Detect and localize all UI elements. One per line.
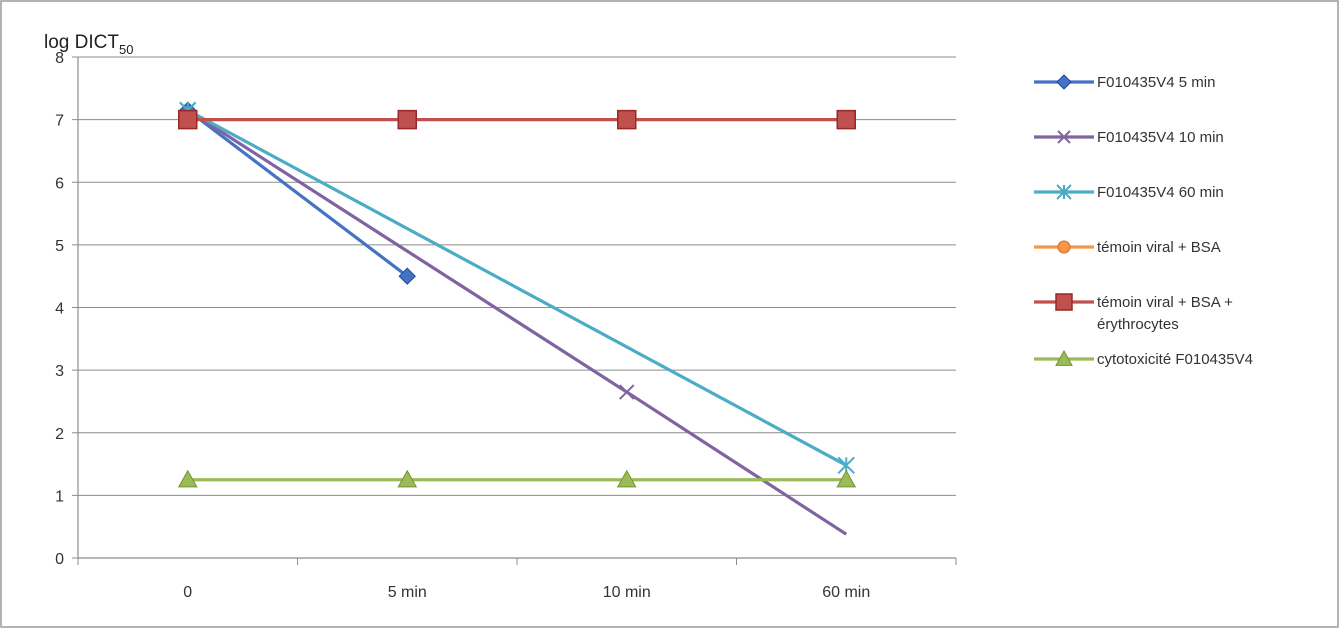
series-line	[186, 108, 848, 467]
legend-entry-2: F010435V4 60 min	[1034, 184, 1224, 201]
legend-label: cytotoxicité F010435V4	[1097, 351, 1253, 368]
x-tick-label: 60 min	[822, 584, 870, 601]
y-axis-title: log DICT50	[44, 32, 133, 57]
legend-entry-1: F010435V4 10 min	[1034, 129, 1224, 146]
y-tick-label: 6	[55, 175, 64, 192]
data-point-marker	[1055, 349, 1073, 366]
data-point-marker	[1055, 293, 1073, 311]
y-axis-title-main: log DICT	[44, 32, 119, 53]
legend-label: témoin viral + BSA +	[1097, 294, 1233, 311]
data-point-marker	[1057, 130, 1071, 144]
data-point-marker	[178, 109, 198, 130]
y-tick-label: 2	[55, 426, 64, 443]
legend-entry-3: témoin viral + BSA	[1034, 239, 1221, 256]
series-5	[177, 469, 857, 488]
legend: F010435V4 5 min F010435V4 10 min F010435V4…	[1034, 74, 1253, 368]
legend-label-line2: érythrocytes	[1097, 316, 1179, 333]
series-line	[186, 108, 409, 278]
data-point-marker	[616, 469, 637, 488]
data-point-marker	[397, 109, 417, 130]
legend-label: F010435V4 5 min	[1097, 74, 1215, 91]
legend-entry-5: cytotoxicité F010435V4	[1034, 349, 1253, 368]
x-tick-label: 5 min	[388, 584, 427, 601]
data-point-marker	[836, 469, 857, 488]
legend-label: témoin viral + BSA	[1097, 239, 1221, 256]
legend-label: F010435V4 10 min	[1097, 129, 1224, 146]
y-tick-label: 8	[55, 50, 64, 67]
y-tick-label: 7	[55, 113, 64, 130]
y-tick-label: 1	[55, 488, 64, 505]
data-point-marker	[397, 469, 418, 488]
x-tick-label: 0	[183, 584, 192, 601]
data-point-marker	[1057, 240, 1071, 254]
y-tick-label: 5	[55, 238, 64, 255]
y-tick-label: 0	[55, 551, 64, 568]
series-4	[178, 109, 856, 130]
y-tick-label: 3	[55, 363, 64, 380]
y-axis-title-subscript: 50	[119, 42, 133, 57]
legend-entry-0: F010435V4 5 min	[1034, 74, 1215, 91]
series	[177, 101, 857, 536]
data-point-marker	[836, 109, 856, 130]
data-point-marker	[617, 109, 637, 130]
y-tick-label: 4	[55, 301, 64, 318]
data-point-marker	[619, 384, 635, 400]
data-point-marker	[398, 267, 416, 285]
x-tick-label: 10 min	[603, 584, 651, 601]
data-point-marker	[1056, 184, 1072, 200]
data-point-marker	[177, 469, 198, 488]
legend-label: F010435V4 60 min	[1097, 184, 1224, 201]
data-point-marker	[1056, 74, 1072, 90]
legend-entry-4: témoin viral + BSA + érythrocytes	[1034, 293, 1233, 333]
axes: 0 1 2 3 4 5 6 7 8 0 5 min 10 min 60 min	[55, 50, 957, 601]
